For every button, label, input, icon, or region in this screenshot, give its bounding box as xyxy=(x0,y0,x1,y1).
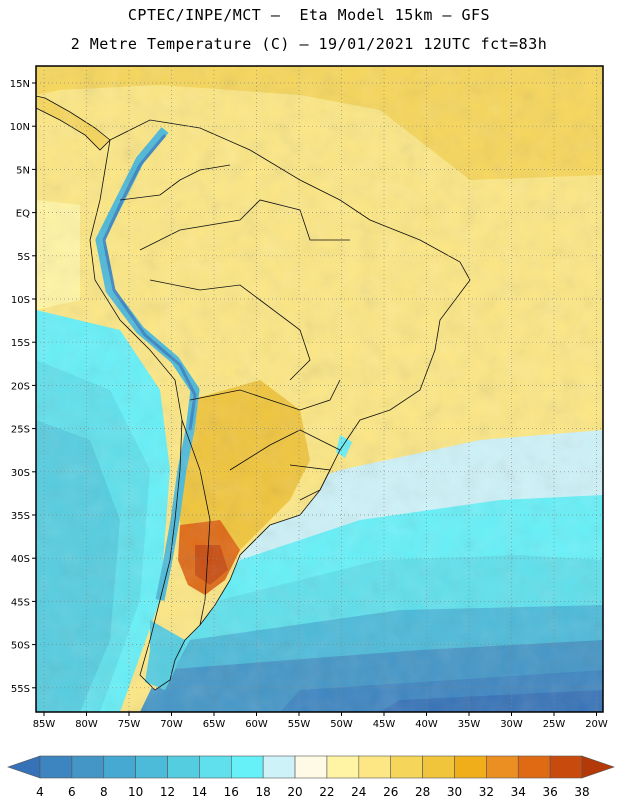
colorbar xyxy=(7,755,615,779)
colorbar-labels: 4 6 8 10 12 14 16 18 20 22 24 26 28 30 32 34 36 38 xyxy=(36,785,589,799)
lon-label: 65W xyxy=(203,719,226,730)
colorbar-swatch xyxy=(517,755,551,779)
colorbar-label: 26 xyxy=(383,785,398,799)
lat-label: 5N xyxy=(16,165,30,176)
colorbar-swatch xyxy=(262,755,296,779)
lon-label: 50W xyxy=(330,719,353,730)
lon-label: 35W xyxy=(458,719,481,730)
colorbar-under-arrow xyxy=(7,755,41,779)
lat-label: 55S xyxy=(11,684,30,695)
lat-label: 25S xyxy=(11,425,30,436)
lat-label: 50S xyxy=(11,641,30,652)
colorbar-label: 8 xyxy=(100,785,108,799)
colorbar-swatch xyxy=(486,755,519,779)
lon-label: 80W xyxy=(75,719,98,730)
colorbar-swatch xyxy=(326,755,360,779)
lat-label: EQ xyxy=(16,209,30,220)
lat-label: 45S xyxy=(11,597,30,608)
colorbar-label: 18 xyxy=(256,785,271,799)
lat-label: 40S xyxy=(11,554,30,565)
colorbar-swatch xyxy=(230,755,264,779)
lon-label: 75W xyxy=(118,719,141,730)
colorbar-swatch xyxy=(135,755,168,779)
longitude-labels: 85W 80W 75W 70W 65W 60W 55W 50W 45W 40W 35W 30W 25W 2… xyxy=(33,719,608,730)
map-title-line2: 2 Metre Temperature (C) – 19/01/2021 12U… xyxy=(70,35,548,53)
colorbar-label: 34 xyxy=(511,785,526,799)
lon-label: 25W xyxy=(543,719,566,730)
colorbar-label: 28 xyxy=(415,785,430,799)
colorbar-swatch xyxy=(71,755,105,779)
lat-label: 10S xyxy=(11,295,30,306)
lon-label: 20W xyxy=(585,719,608,730)
colorbar-label: 22 xyxy=(319,785,334,799)
axis-ticks xyxy=(32,82,597,716)
colorbar-label: 30 xyxy=(447,785,462,799)
colorbar-label: 38 xyxy=(574,785,589,799)
colorbar-swatch xyxy=(294,755,328,779)
colorbar-label: 36 xyxy=(542,785,557,799)
colorbar-swatch xyxy=(454,755,487,779)
lat-label: 15N xyxy=(10,79,30,90)
colorbar-swatch xyxy=(103,755,136,779)
colorbar-swatch xyxy=(549,755,583,779)
lon-label: 60W xyxy=(245,719,268,730)
lon-label: 40W xyxy=(415,719,438,730)
lat-label: 20S xyxy=(11,381,30,392)
lat-label: 35S xyxy=(11,511,30,522)
colorbar-label: 12 xyxy=(160,785,175,799)
map-title-line1: CPTEC/INPE/MCT – Eta Model 15km – GFS xyxy=(127,6,491,24)
lat-label: 5S xyxy=(17,252,30,263)
lon-label: 45W xyxy=(373,719,396,730)
map-frame xyxy=(35,65,604,713)
colorbar-swatch xyxy=(422,755,455,779)
colorbar-over-arrow xyxy=(581,755,615,779)
lat-label: 15S xyxy=(11,338,30,349)
lon-label: 85W xyxy=(33,719,56,730)
colorbar-swatch xyxy=(390,755,423,779)
texture-overlay xyxy=(36,66,603,712)
latitude-labels: 15N 10N 5N EQ 5S 10S 15S 20S 25S 30S 35S 40S 45S 50S 5… xyxy=(10,79,30,695)
colorbar-label: 14 xyxy=(192,785,207,799)
lon-label: 55W xyxy=(288,719,311,730)
colorbar-label: 6 xyxy=(68,785,76,799)
graticule xyxy=(36,66,603,712)
lat-label: 10N xyxy=(10,122,30,133)
lat-label: 30S xyxy=(11,468,30,479)
colorbar-label: 16 xyxy=(224,785,239,799)
lon-label: 30W xyxy=(500,719,523,730)
colorbar-label: 24 xyxy=(351,785,366,799)
colorbar-swatch xyxy=(199,755,232,779)
lon-label: 70W xyxy=(160,719,183,730)
colorbar-label: 4 xyxy=(36,785,44,799)
colorbar-swatch xyxy=(358,755,392,779)
colorbar-swatch xyxy=(167,755,200,779)
colorbar-label: 10 xyxy=(128,785,143,799)
colorbar-label: 32 xyxy=(479,785,494,799)
colorbar-label: 20 xyxy=(287,785,302,799)
colorbar-swatch xyxy=(39,755,73,779)
